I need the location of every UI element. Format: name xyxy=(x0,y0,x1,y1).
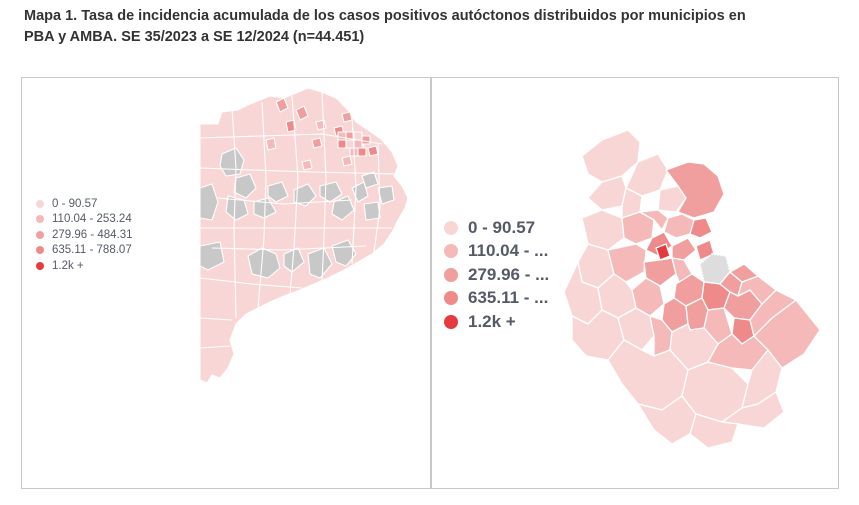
pba-nodata-region xyxy=(225,195,249,221)
legend-label: 635.11 - 788.07 xyxy=(52,244,132,257)
map-title: Mapa 1. Tasa de incidencia acumulada de … xyxy=(24,6,836,48)
legend-label: 279.96 - ... xyxy=(468,264,550,284)
legend-item: 110.04 - 253.24 xyxy=(36,212,133,228)
pba-region-mid xyxy=(315,119,327,131)
amba-region xyxy=(689,217,713,239)
legend-item: 110.04 - ... xyxy=(444,240,549,264)
legend-item: 1.2k + xyxy=(444,310,549,334)
legend-label: 279.96 - 484.31 xyxy=(52,228,133,241)
pba-nodata-region xyxy=(293,183,317,207)
legend-label: 110.04 - 253.24 xyxy=(52,213,132,226)
amba-region-tigre xyxy=(665,161,725,219)
pba-region-mid xyxy=(275,97,289,113)
pba-nodata-region xyxy=(307,247,333,279)
legend-item: 0 - 90.57 xyxy=(36,196,133,212)
legend-item: 279.96 - ... xyxy=(444,263,549,287)
legend-item: 1.2k + xyxy=(36,258,133,274)
amba-region xyxy=(657,185,687,213)
amba-region xyxy=(671,237,697,261)
pba-choropleth-map xyxy=(199,87,409,384)
legend-swatch xyxy=(444,244,458,259)
pba-region-mid xyxy=(265,137,277,151)
legend-item: 635.11 - 788.07 xyxy=(36,243,133,259)
amba-region xyxy=(689,413,739,449)
legend-swatch xyxy=(36,230,44,239)
pba-nodata-region xyxy=(233,173,257,199)
pba-nodata-region xyxy=(247,247,281,279)
amba-region xyxy=(587,175,627,211)
legend-swatch xyxy=(36,199,44,208)
pba-region-mid xyxy=(367,145,379,157)
pba-nodata-region xyxy=(200,241,225,271)
pba-nodata-region xyxy=(267,181,289,203)
legend-swatch xyxy=(36,215,44,224)
legend-swatch xyxy=(444,267,458,282)
map-panel-pba: 0 - 90.57 110.04 - 253.24 279.96 - 484.3… xyxy=(21,77,431,489)
legend-swatch xyxy=(444,291,458,306)
legend-swatch xyxy=(444,220,458,235)
pba-nodata-region xyxy=(363,201,381,221)
amba-region xyxy=(729,263,759,283)
legend-item: 635.11 - ... xyxy=(444,287,549,311)
pba-nodata-region xyxy=(377,185,395,205)
pba-region-mid xyxy=(295,105,309,121)
amba-region xyxy=(581,129,641,183)
legend-label: 635.11 - ... xyxy=(468,288,549,308)
amba-region-high xyxy=(655,243,671,261)
legend-label: 0 - 90.57 xyxy=(52,197,98,210)
amba-region xyxy=(721,391,785,429)
pba-region-mid xyxy=(301,159,313,171)
legend-label: 0 - 90.57 xyxy=(468,217,536,237)
legend-swatch xyxy=(36,261,44,270)
legend-label: 1.2k + xyxy=(52,259,84,272)
legend-amba: 0 - 90.57 110.04 - ... 279.96 - ... 635.… xyxy=(444,216,549,334)
legend-item: 279.96 - 484.31 xyxy=(36,227,133,243)
legend-swatch xyxy=(36,246,44,255)
map-panel-amba: 0 - 90.57 110.04 - ... 279.96 - ... 635.… xyxy=(431,77,839,489)
amba-region xyxy=(639,209,669,231)
legend-pba: 0 - 90.57 110.04 - 253.24 279.96 - 484.3… xyxy=(36,196,133,274)
legend-label: 1.2k + xyxy=(468,311,516,331)
amba-choropleth-map xyxy=(563,129,821,449)
pba-nodata-region xyxy=(200,183,219,221)
map-title-line-2: PBA y AMBA. SE 35/2023 a SE 12/2024 (n=4… xyxy=(24,29,365,45)
pba-nodata-region xyxy=(331,195,355,221)
legend-swatch xyxy=(444,314,458,329)
legend-label: 110.04 - ... xyxy=(468,241,549,261)
pba-municipal-boundaries xyxy=(200,91,399,349)
map-title-line-1: Mapa 1. Tasa de incidencia acumulada de … xyxy=(24,8,746,24)
pba-region-mid xyxy=(341,155,353,167)
pba-region-mid xyxy=(311,137,323,149)
legend-item: 0 - 90.57 xyxy=(444,216,549,240)
